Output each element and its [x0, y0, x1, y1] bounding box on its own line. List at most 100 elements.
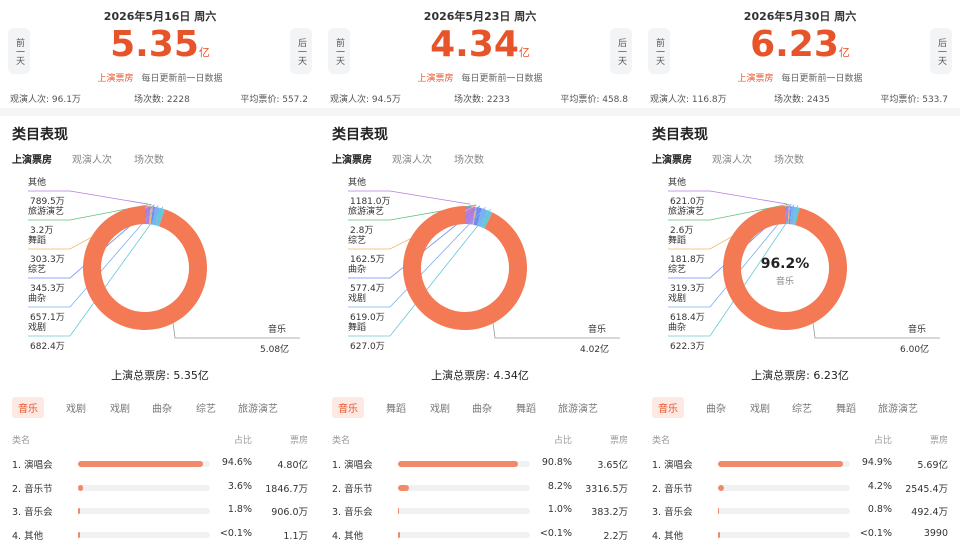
date: 2026年5月16日 周六: [103, 10, 217, 23]
segment-value: 303.3万: [30, 255, 65, 265]
box-label: 上演票房: [737, 74, 774, 84]
segment-value: 3.2万: [30, 226, 53, 236]
leader-line: [668, 190, 788, 205]
donut-segment: [402, 206, 527, 330]
share-bar: [398, 461, 518, 467]
bar-track: [78, 484, 210, 491]
category-tab[interactable]: 旅游演艺: [878, 404, 918, 415]
row-amount: 3.65亿: [597, 460, 628, 471]
segment-name: 音乐: [908, 323, 926, 335]
row-share: 94.9%: [861, 457, 892, 468]
bar-track: [718, 484, 850, 491]
segment-value: 789.5万: [30, 197, 65, 207]
category-tab[interactable]: 舞蹈: [516, 404, 536, 415]
row-name: 4. 其他: [652, 530, 684, 542]
box-office-value: 5.35: [110, 24, 199, 65]
row-share: 1.0%: [547, 504, 572, 515]
segment-value: 618.4万: [670, 313, 705, 323]
share-bar: [718, 461, 844, 467]
table-header: 占比: [233, 436, 252, 446]
share-bar: [718, 508, 720, 514]
prev-day-button[interactable]: 前一天: [328, 28, 350, 74]
prev-day-button[interactable]: 前一天: [8, 28, 30, 74]
donut-segment: [149, 206, 153, 225]
table-header: 类名: [652, 436, 671, 446]
category-tab[interactable]: 旅游演艺: [238, 404, 278, 415]
donut-segment: [155, 207, 165, 227]
donut-segment: [150, 206, 156, 225]
section-title: 类目表现: [12, 127, 68, 143]
share-bar: [398, 484, 409, 491]
leader-line: [668, 204, 795, 308]
next-day-button[interactable]: 后一天: [290, 28, 312, 74]
row-name: 3. 音乐会: [12, 507, 53, 518]
divider: [320, 108, 640, 116]
share-bar: [78, 531, 80, 538]
sub-tab[interactable]: 场次数: [134, 155, 164, 166]
table-header: 类名: [332, 436, 351, 446]
segment-name: 戏剧: [668, 292, 686, 304]
segment-name: 曲杂: [348, 264, 366, 275]
sub-tab[interactable]: 上演票房: [12, 155, 52, 166]
section-title: 类目表现: [332, 127, 388, 143]
donut-segment: [473, 207, 483, 226]
segment-name: 其他: [668, 176, 686, 188]
subtitle: 上演票房 每日更新前一日数据: [640, 71, 960, 84]
segment-name: 其他: [28, 176, 46, 188]
category-tab[interactable]: 戏剧: [66, 404, 86, 415]
bar-track: [78, 531, 210, 538]
sub-tab[interactable]: 观演人次: [72, 155, 112, 166]
stat: 场次数: 2233: [454, 95, 510, 105]
stat: 观演人次: 116.8万: [650, 95, 727, 105]
donut-segment: [82, 206, 207, 330]
category-tab[interactable]: 综艺: [792, 404, 812, 415]
category-tab[interactable]: 舞蹈: [836, 404, 856, 415]
category-tab[interactable]: 音乐: [12, 397, 44, 418]
section-title: 类目表现: [652, 127, 708, 143]
category-tab[interactable]: 舞蹈: [386, 404, 406, 415]
segment-value: 622.3万: [670, 342, 705, 352]
sub-tab[interactable]: 上演票房: [652, 155, 692, 166]
category-tab[interactable]: 戏剧: [750, 404, 770, 415]
leader-line: [348, 190, 471, 205]
segment-name: 戏剧: [348, 292, 366, 304]
donut-segment: [480, 210, 493, 229]
segment-value: 627.0万: [350, 342, 385, 352]
category-tab[interactable]: 曲杂: [472, 404, 492, 415]
leader-line: [28, 190, 149, 205]
subtitle: 上演票房 每日更新前一日数据: [0, 71, 320, 84]
row-amount: 2.2万: [603, 530, 628, 542]
leader-line: [348, 207, 486, 308]
stat: 平均票价: 533.7: [880, 95, 948, 105]
subtitle: 上演票房 每日更新前一日数据: [320, 71, 640, 84]
sub-tab[interactable]: 观演人次: [712, 155, 752, 166]
box-label: 上演票房: [97, 74, 134, 84]
segment-name: 旅游演艺: [668, 205, 704, 217]
segment-value: 5.08亿: [260, 343, 289, 355]
category-tab[interactable]: 戏剧: [110, 404, 130, 415]
row-name: 2. 音乐节: [12, 483, 53, 495]
bar-track: [398, 531, 530, 538]
category-tab[interactable]: 音乐: [332, 397, 364, 418]
category-tab[interactable]: 曲杂: [706, 404, 726, 415]
sub-tab[interactable]: 上演票房: [332, 155, 372, 166]
next-day-button[interactable]: 后一天: [930, 28, 952, 74]
segment-value: 657.1万: [30, 313, 65, 323]
next-day-button[interactable]: 后一天: [610, 28, 632, 74]
leader-line: [172, 323, 300, 339]
category-tab[interactable]: 音乐: [652, 397, 684, 418]
category-tab[interactable]: 旅游演艺: [558, 404, 598, 415]
category-tab[interactable]: 综艺: [196, 404, 216, 415]
share-bar: [78, 461, 203, 467]
prev-day-button[interactable]: 前一天: [648, 28, 670, 74]
sub-tab[interactable]: 观演人次: [392, 155, 432, 166]
category-tab[interactable]: 戏剧: [430, 404, 450, 415]
sub-tab[interactable]: 场次数: [774, 155, 804, 166]
segment-value: 1181.0万: [350, 197, 391, 207]
bar-track: [78, 461, 210, 467]
sub-tab[interactable]: 场次数: [454, 155, 484, 166]
donut-segment: [787, 206, 789, 225]
segment-name: 音乐: [268, 323, 286, 335]
category-tab[interactable]: 曲杂: [152, 404, 172, 415]
